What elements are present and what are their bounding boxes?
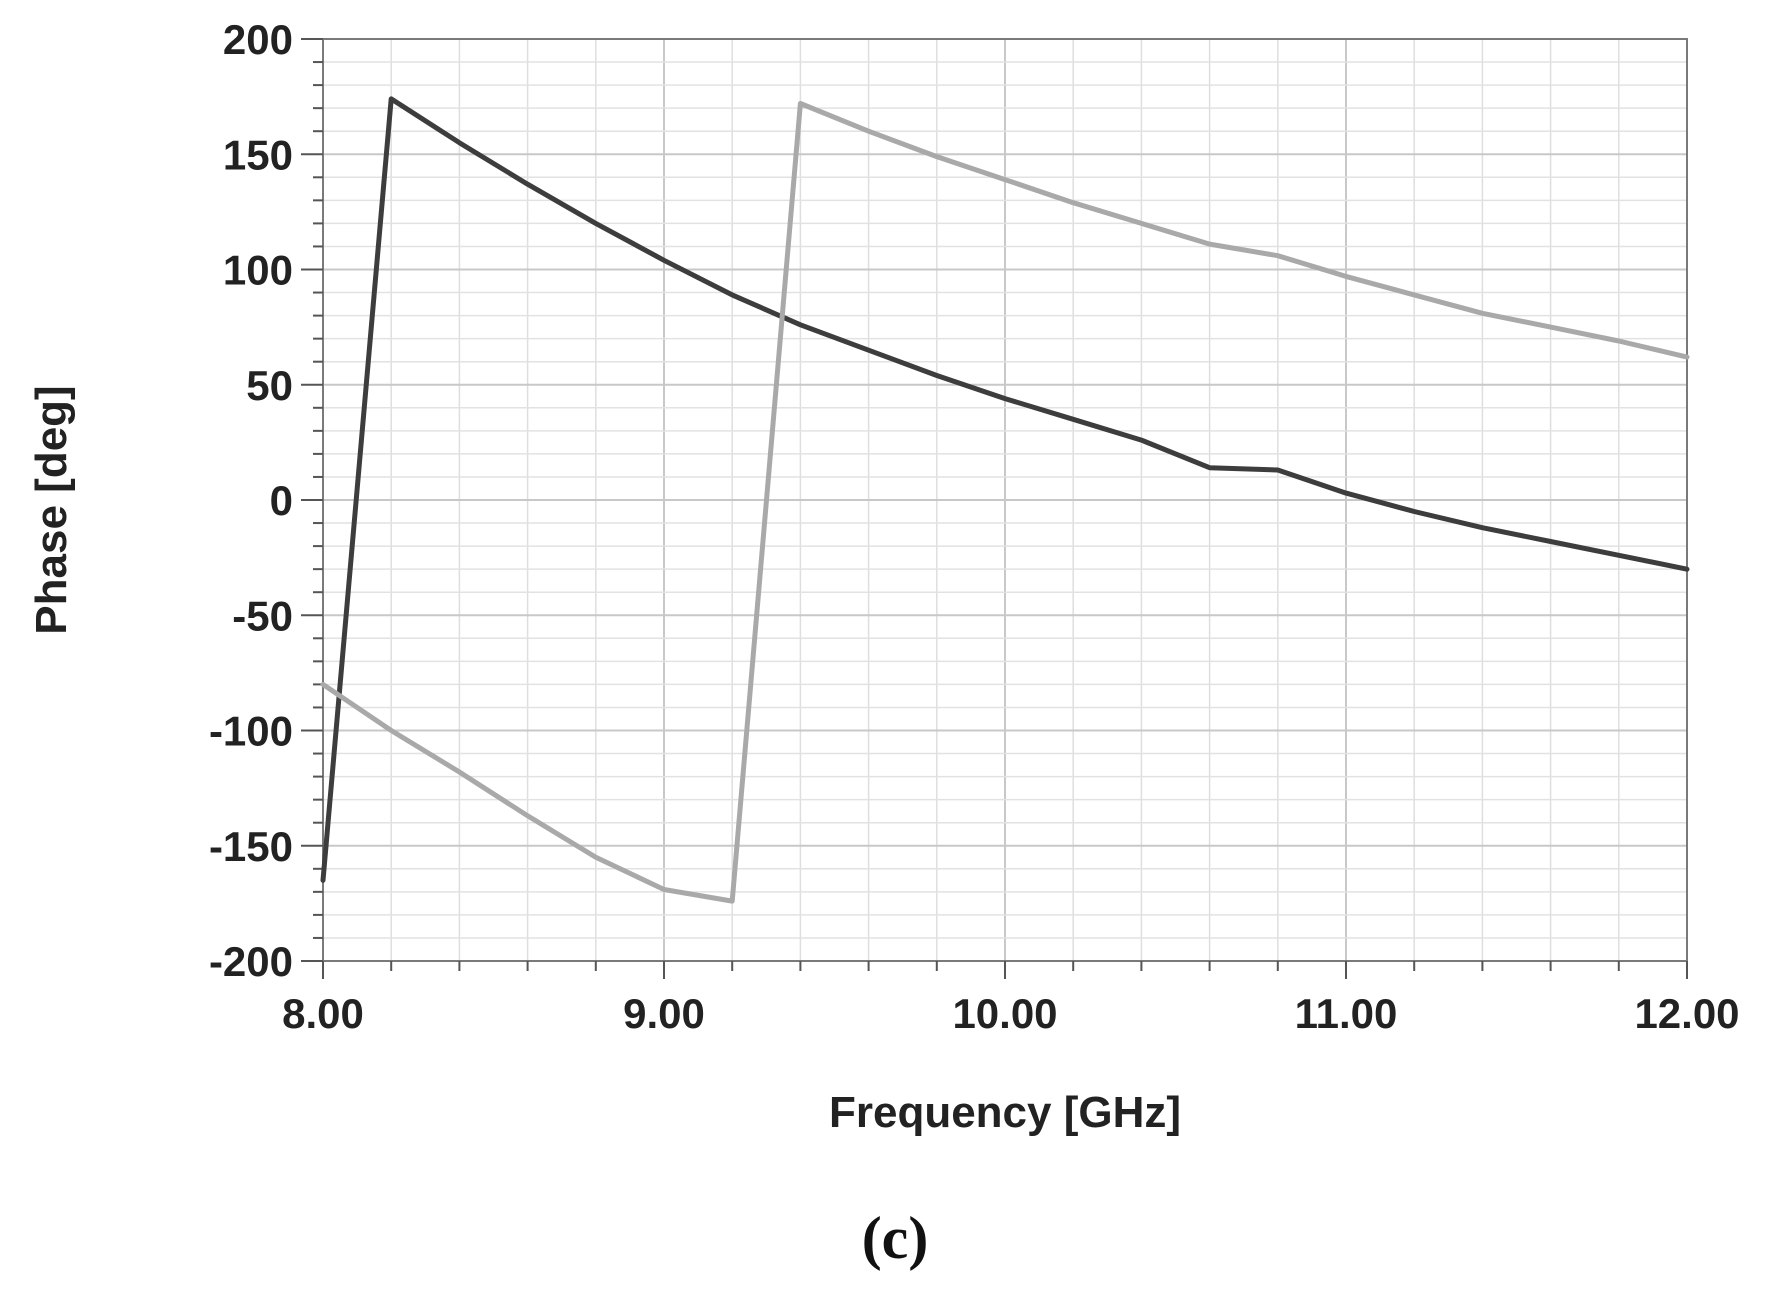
y-tick-label: -50 [232, 592, 293, 639]
x-tick-label: 9.00 [623, 990, 705, 1037]
y-tick-label: -100 [209, 708, 293, 755]
x-axis-title: Frequency [GHz] [829, 1088, 1181, 1137]
series-line-2 [320, 101, 1690, 904]
x-tick-label: 8.00 [282, 990, 364, 1037]
series-lines [320, 96, 1690, 904]
y-tick-label: -200 [209, 938, 293, 985]
x-tick-label: 12.00 [1634, 990, 1739, 1037]
y-tick-label: 150 [223, 131, 293, 178]
y-tick-label: 50 [246, 362, 293, 409]
y-axis-title: Phase [deg] [27, 385, 76, 634]
y-tick-labels: 200 150 100 50 0 -50 -100 -150 -200 [209, 16, 293, 985]
x-tick-labels: 8.00 9.00 10.00 11.00 12.00 [282, 990, 1739, 1037]
panel-label: (c) [862, 1205, 929, 1271]
y-tick-label: 100 [223, 247, 293, 294]
grid [322, 38, 1688, 962]
y-tick-label: 0 [270, 477, 293, 524]
axis-ticks [301, 38, 1688, 979]
x-tick-label: 11.00 [1295, 990, 1398, 1037]
series-line-1 [320, 96, 1690, 883]
y-tick-label: -150 [209, 823, 293, 870]
y-tick-label: 200 [223, 16, 293, 63]
x-tick-label: 10.00 [952, 990, 1057, 1037]
